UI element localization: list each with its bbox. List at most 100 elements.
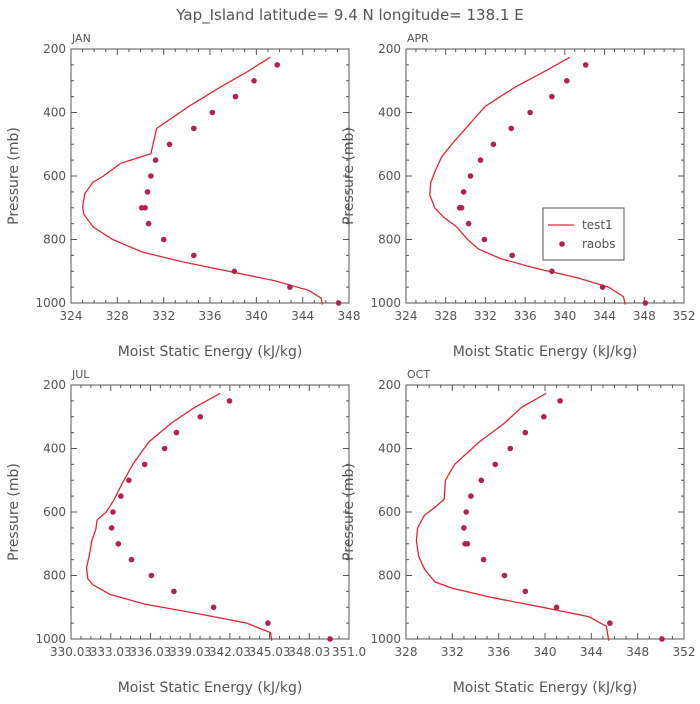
data-point-raobs [549, 268, 555, 275]
data-point-raobs [501, 572, 508, 579]
data-point-raobs [173, 429, 180, 436]
data-point-raobs [557, 398, 563, 404]
data-point-raobs [251, 78, 257, 84]
panel-label: JAN [71, 32, 91, 45]
x-tick-label: 336 [199, 309, 222, 323]
axis-ticks: 324 328 332 336 340 344 348 352 200 400 600 800 1000 [370, 42, 695, 323]
x-tick-label: 324 [60, 309, 83, 323]
y-tick-label: 200 [43, 42, 66, 56]
data-point-raobs [231, 268, 238, 275]
data-point-raobs [481, 236, 488, 243]
x-axis-label: Moist Static Energy (kJ/kg) [118, 344, 303, 360]
panel-label: JUL [71, 368, 90, 381]
data-point-raobs [465, 220, 472, 227]
legend-marker-swatch [559, 241, 565, 247]
data-point-raobs [160, 236, 167, 243]
plot-frame [70, 48, 350, 304]
x-tick-label: 348 [338, 309, 361, 323]
y-tick-label: 600 [378, 505, 401, 519]
legend-box [542, 207, 625, 261]
data-point-raobs [477, 157, 484, 163]
data-point-raobs [141, 461, 148, 468]
y-tick-label: 1000 [370, 296, 401, 310]
axis-ticks: 328 332 336 340 344 348 352 200 400 600 800 1000 [370, 378, 695, 659]
data-point-raobs [456, 205, 463, 211]
y-tick-label: 200 [378, 378, 401, 392]
data-point-raobs [507, 445, 514, 452]
x-tick-label: 333.03 [90, 645, 132, 659]
x-tick-label: 339.03 [169, 645, 211, 659]
plot-frame [405, 384, 685, 640]
y-axis-label: Pressure (mb) [341, 127, 357, 225]
legend: test1 raobs [542, 207, 625, 261]
data-point-raobs [197, 414, 204, 420]
panel-jan: JAN Moist Static Energy (kJ/kg) Pressure… [6, 32, 360, 360]
panel-oct: OCT Moist Static Energy (kJ/kg) Pressure… [341, 368, 695, 696]
x-tick-label: 352 [673, 309, 696, 323]
data-point-raobs [232, 93, 239, 100]
x-tick-label: 344 [291, 309, 314, 323]
y-tick-label: 1000 [370, 632, 401, 646]
data-point-raobs [549, 93, 555, 100]
y-axis-label: Pressure (mb) [6, 127, 22, 225]
plot-frame [405, 48, 685, 304]
y-tick-label: 800 [43, 569, 66, 583]
data-marks [429, 56, 649, 306]
y-axis-label: Pressure (mb) [6, 463, 22, 561]
data-marks [415, 392, 665, 642]
data-point-raobs [509, 252, 515, 259]
x-tick-label: 324 [395, 309, 418, 323]
series-line-test1 [81, 56, 324, 305]
data-point-raobs [265, 620, 271, 626]
data-marks [85, 392, 333, 642]
data-point-raobs [508, 125, 514, 132]
x-axis-label: Moist Static Energy (kJ/kg) [118, 680, 303, 696]
data-point-raobs [210, 604, 217, 611]
data-point-raobs [460, 189, 467, 195]
data-point-raobs [642, 300, 649, 306]
data-point-raobs [522, 588, 529, 595]
data-point-raobs [274, 62, 281, 68]
axis-ticks: 324 328 332 336 340 344 348 200 400 600 800 1000 [35, 42, 360, 323]
x-tick-label: 348.03 [288, 645, 330, 659]
panel-apr: APR Moist Static Energy (kJ/kg) Pressure… [341, 32, 695, 360]
data-point-raobs [191, 125, 197, 132]
data-point-raobs [110, 509, 116, 515]
x-tick-label: 348 [633, 309, 656, 323]
data-point-raobs [478, 477, 485, 484]
x-tick-label: 344 [593, 309, 616, 323]
series-line-test1 [85, 392, 273, 641]
data-point-raobs [607, 620, 613, 626]
y-tick-label: 1000 [35, 632, 66, 646]
x-tick-label: 345.03 [249, 645, 291, 659]
data-point-raobs [659, 636, 665, 642]
data-point-raobs [287, 284, 293, 290]
data-point-raobs [522, 429, 529, 436]
y-tick-label: 400 [43, 106, 66, 120]
data-point-raobs [541, 414, 547, 420]
data-point-raobs [152, 157, 159, 163]
y-tick-label: 600 [43, 169, 66, 183]
data-point-raobs [161, 445, 168, 452]
x-tick-label: 351.0 [332, 645, 366, 659]
data-point-raobs [138, 205, 145, 211]
data-point-raobs [468, 493, 474, 499]
y-tick-label: 600 [378, 169, 401, 183]
x-tick-label: 328 [106, 309, 129, 323]
y-tick-label: 200 [378, 42, 401, 56]
x-tick-label: 340 [534, 645, 557, 659]
data-point-raobs [115, 541, 122, 547]
data-point-raobs [171, 588, 177, 595]
x-tick-label: 336 [514, 309, 537, 323]
data-point-raobs [564, 78, 570, 84]
data-point-raobs [108, 525, 115, 531]
data-point-raobs [582, 62, 589, 68]
data-point-raobs [463, 509, 470, 515]
data-point-raobs [226, 398, 233, 404]
panel-label: APR [407, 32, 429, 45]
data-point-raobs [327, 636, 333, 642]
data-marks [81, 56, 342, 306]
y-tick-label: 800 [43, 233, 66, 247]
data-point-raobs [464, 541, 471, 547]
axis-ticks: 330.03333.03336.03339.03342.03345.03348.… [35, 378, 366, 659]
